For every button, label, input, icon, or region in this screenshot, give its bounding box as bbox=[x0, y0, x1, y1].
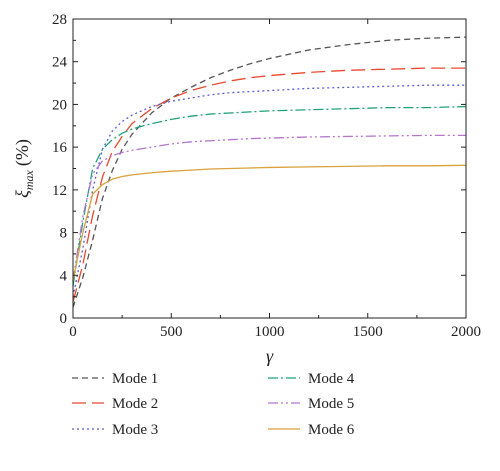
legend-item-mode-3: Mode 3 bbox=[72, 422, 158, 438]
series-line-mode-6 bbox=[72, 164, 467, 281]
x-tick-label: 0 bbox=[69, 324, 77, 340]
x-axis-label: γ bbox=[266, 346, 274, 366]
y-tick-label: 0 bbox=[60, 311, 68, 327]
y-axis-label-unit: (%) bbox=[12, 139, 33, 166]
y-tick-label: 20 bbox=[52, 97, 67, 113]
y-axis-label-main: ξ bbox=[12, 190, 32, 198]
y-axis-label: ξmax (%) bbox=[12, 139, 36, 198]
axes-layer: 0 500 1000 1500 2000 0 4 8 12 16 20 24 28 γ ξmax (%) bbox=[12, 12, 481, 366]
legend-item-mode-5: Mode 5 bbox=[268, 396, 354, 412]
legend-item-mode-4: Mode 4 bbox=[268, 371, 355, 387]
legend-item-mode-2: Mode 2 bbox=[72, 396, 158, 412]
legend-label: Mode 3 bbox=[112, 422, 158, 438]
legend-item-mode-6: Mode 6 bbox=[268, 422, 355, 438]
legend-label: Mode 2 bbox=[112, 396, 158, 412]
series-line-mode-2 bbox=[72, 67, 466, 303]
legend-label: Mode 5 bbox=[308, 396, 354, 412]
x-tick-label: 1500 bbox=[353, 324, 383, 340]
y-tick-label: 28 bbox=[52, 12, 67, 28]
legend-item-mode-1: Mode 1 bbox=[72, 371, 158, 387]
y-axis-label-sub: max bbox=[22, 169, 36, 190]
y-tick-label: 4 bbox=[60, 268, 68, 284]
series-layer bbox=[72, 36, 467, 308]
legend-label: Mode 4 bbox=[308, 371, 355, 387]
x-tick-label: 2000 bbox=[451, 324, 481, 340]
legend: Mode 1 Mode 2 Mode 3 Mode 4 Mode 5 Mode 6 bbox=[72, 371, 355, 438]
legend-label: Mode 6 bbox=[308, 422, 355, 438]
y-tick-label: 24 bbox=[52, 55, 68, 71]
plot-frame bbox=[72, 18, 467, 319]
y-axis-label-text: ξmax (%) bbox=[12, 139, 36, 198]
y-tick-label: 8 bbox=[60, 226, 68, 242]
y-tick-label: 12 bbox=[52, 183, 67, 199]
x-tick-label: 1000 bbox=[255, 324, 285, 340]
series-line-mode-5 bbox=[72, 134, 466, 281]
series-line-mode-3 bbox=[72, 84, 466, 297]
x-tick-label: 500 bbox=[160, 324, 183, 340]
series-line-mode-4 bbox=[72, 105, 467, 287]
series-line-mode-1 bbox=[72, 36, 467, 308]
y-tick-label: 16 bbox=[52, 140, 68, 156]
legend-label: Mode 1 bbox=[112, 371, 158, 387]
